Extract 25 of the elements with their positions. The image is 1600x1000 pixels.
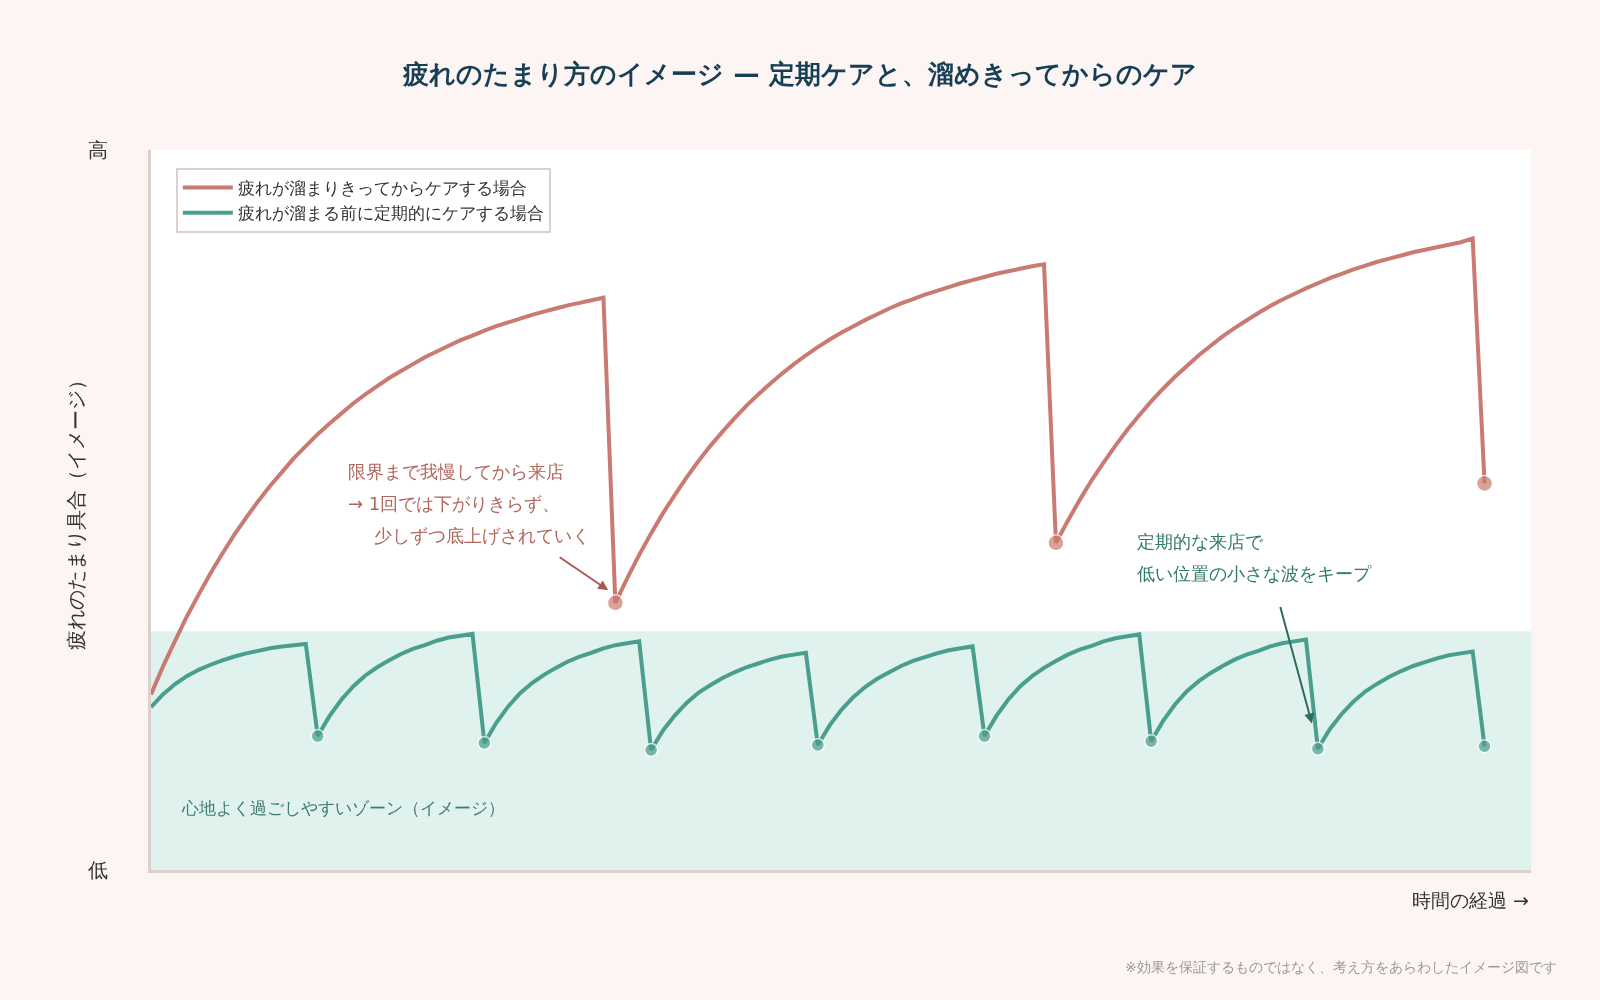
point: [477, 735, 492, 751]
point: [810, 737, 826, 753]
point: [977, 728, 992, 744]
legend-label: 疲れが溜まる前に定期的にケアする場合: [237, 203, 544, 224]
point: [1477, 738, 1492, 754]
point: [1047, 534, 1065, 552]
point: [310, 728, 325, 744]
x-axis-title: 時間の経過 →: [1412, 889, 1529, 911]
annotation: 定期的な来店で: [1137, 531, 1264, 552]
point: [1475, 474, 1494, 493]
point: [643, 742, 659, 758]
chart-title: 疲れのたまり方のイメージ — 定期ケアと、溜めきってからのケア: [402, 59, 1197, 90]
text: 高: [88, 138, 108, 162]
point: [1143, 733, 1159, 749]
annotation: 低い位置の小さな波をキープ: [1137, 563, 1372, 584]
annotation: 限界まで我慢してから来店: [348, 461, 564, 482]
y-axis-title: 疲れのたまり具合（イメージ）: [63, 370, 88, 650]
text: 低: [88, 858, 108, 882]
text: ※効果を保証するものではなく、考え方をあらわしたイメージ図です: [1125, 959, 1557, 975]
point: [1310, 741, 1326, 756]
annotation: → 1回では下がりきらず、: [348, 493, 561, 514]
point: [606, 594, 625, 612]
legend-label: 疲れが溜まりきってからケアする場合: [237, 178, 527, 199]
band-label: 心地よく過ごしやすいゾーン（イメージ）: [181, 798, 505, 818]
annotation: 少しずつ底上げされていく: [374, 525, 590, 546]
